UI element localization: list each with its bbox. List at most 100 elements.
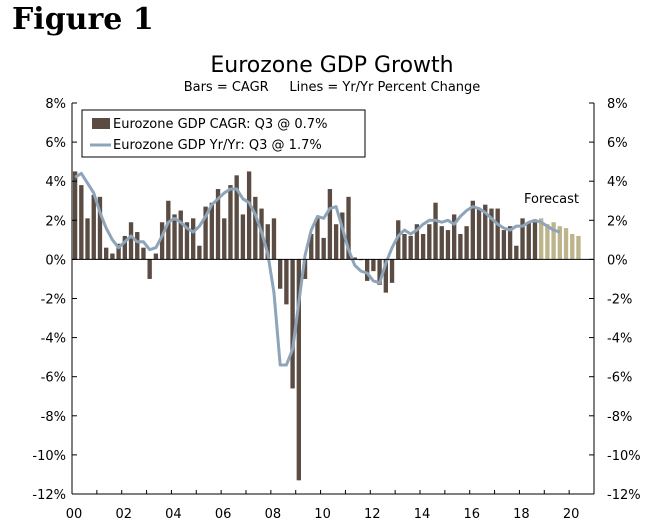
y-tick-label-right: -4% (607, 332, 632, 347)
bar (215, 189, 221, 260)
bar (383, 259, 388, 293)
legend-bar-label: Eurozone GDP CAGR: Q3 @ 0.7% (113, 117, 327, 132)
x-tick-label: 16 (463, 507, 480, 522)
chart-title: Eurozone GDP Growth (210, 53, 453, 78)
y-tick-label-left: 0% (45, 253, 66, 268)
y-tick-label-left: -2% (41, 293, 66, 308)
forecast-annotation: Forecast (524, 192, 579, 207)
bar (532, 222, 538, 260)
bar (72, 171, 78, 260)
bar (97, 196, 103, 260)
bar (153, 253, 159, 260)
bar (104, 247, 109, 260)
y-tick-label-right: -6% (607, 371, 632, 386)
bar (352, 257, 357, 260)
bar (458, 233, 463, 260)
bar (271, 218, 277, 260)
y-tick-label-left: -6% (41, 371, 66, 386)
bar (85, 218, 90, 260)
bar (159, 222, 165, 260)
legend-box (81, 109, 366, 158)
bar (203, 206, 208, 260)
bar (240, 214, 246, 260)
yoy-line-actual (74, 171, 561, 367)
y-tick-label-right: 4% (607, 175, 628, 190)
bar (309, 233, 314, 260)
y-tick-label-right: 6% (607, 136, 628, 151)
bars-layer (72, 171, 581, 481)
y-tick-label-left: -10% (32, 449, 66, 464)
bar (365, 259, 370, 281)
bar (396, 220, 401, 260)
bar (489, 208, 494, 260)
bar (470, 200, 475, 260)
bar (433, 202, 438, 260)
y-tick-label-right: -12% (607, 488, 641, 503)
bar (147, 259, 152, 279)
bar (495, 208, 500, 260)
lines-layer (74, 171, 561, 367)
bar (439, 226, 444, 260)
bar (290, 259, 295, 389)
bar (184, 222, 190, 260)
legend-bar-swatch (92, 118, 110, 129)
x-tick-label: 10 (314, 507, 331, 522)
y-tick-label-left: 4% (45, 175, 66, 190)
y-tick-label-left: 2% (45, 214, 66, 229)
bar (420, 233, 426, 260)
x-tick-label: 08 (265, 507, 282, 522)
bar (526, 222, 531, 260)
bar (371, 259, 376, 272)
bar (228, 185, 233, 260)
bar (377, 259, 382, 285)
bar (445, 230, 451, 260)
bar (427, 224, 432, 260)
y-tick-label-right: 8% (607, 97, 628, 112)
bar (408, 235, 413, 260)
y-tick-label-left: 6% (45, 136, 66, 151)
bar (253, 196, 258, 260)
x-tick-label: 12 (364, 507, 381, 522)
bar (246, 171, 252, 260)
bar (191, 218, 196, 260)
bar (278, 259, 283, 289)
bar (557, 226, 562, 260)
y-tick-label-right: -2% (607, 293, 632, 308)
bar (321, 237, 326, 260)
bar (539, 218, 544, 260)
bar (234, 175, 239, 260)
y-tick-label-right: 0% (607, 253, 628, 268)
bar (551, 222, 556, 260)
bar (122, 235, 127, 260)
bar (315, 218, 320, 260)
bar (302, 259, 308, 279)
y-tick-label-left: -8% (41, 410, 66, 425)
x-tick-label: 18 (513, 507, 530, 522)
bar (296, 259, 301, 481)
bar (222, 218, 227, 260)
bar (135, 232, 140, 260)
x-tick-label: 00 (66, 507, 83, 522)
bar (507, 226, 513, 260)
bar (116, 243, 121, 260)
x-tick-label: 02 (115, 507, 132, 522)
bar (576, 235, 581, 260)
y-tick-label-right: 2% (607, 214, 628, 229)
bar (79, 185, 84, 260)
bar (172, 214, 177, 260)
bar (91, 194, 96, 260)
bar (563, 228, 569, 260)
legend: Eurozone GDP CAGR: Q3 @ 0.7% Eurozone GD… (81, 109, 366, 158)
bar (340, 212, 345, 260)
axes-layer: 8% 8% 6% 6% 4% 4% 2% 2% 0% 0% -2% -2% -4% -4% -6% -6% -8… (32, 97, 640, 522)
x-tick-label: 06 (215, 507, 232, 522)
y-tick-label-left: -12% (32, 488, 66, 503)
x-tick-label: 14 (414, 507, 431, 522)
bar (483, 204, 488, 260)
bar (110, 253, 115, 260)
bar (570, 233, 575, 260)
bar (402, 233, 407, 260)
bar (141, 247, 146, 260)
figure-label: Figure 1 (12, 2, 154, 37)
bar (178, 210, 183, 260)
